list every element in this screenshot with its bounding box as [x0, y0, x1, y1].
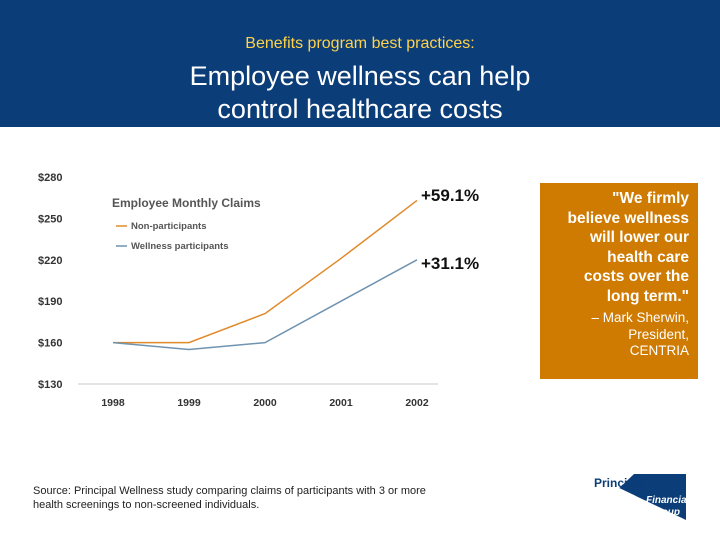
y-tick-label: $220 [38, 255, 62, 267]
x-tick-label: 2002 [405, 397, 429, 409]
quote-line: "We firmly [612, 190, 689, 207]
x-tick-label: 2000 [253, 397, 277, 409]
logo-word-principal: Principal [594, 476, 645, 490]
title-banner: Benefits program best practices: Employe… [0, 0, 720, 127]
slide-subtitle: Benefits program best practices: [245, 35, 475, 52]
claims-line-chart: $280 $250 $220 $190 $160 $130 1998 1999 2000 200… [38, 172, 438, 409]
y-axis-labels: $280 $250 $220 $190 $160 $130 [38, 172, 62, 391]
source-line-1: Source: Principal Wellness study compari… [33, 485, 426, 497]
slide-title: Employee wellness can help control healt… [70, 60, 650, 126]
y-tick-label: $130 [38, 379, 62, 391]
series-line-non-participants [113, 199, 418, 344]
y-tick-label: $160 [38, 338, 62, 350]
quote-text: "We firmly believe wellness will lower o… [546, 189, 690, 306]
y-tick-label: $280 [38, 172, 62, 184]
quote-line: costs over the [583, 268, 689, 285]
legend-label: Non-participants [131, 221, 206, 232]
quote-line: believe wellness [567, 209, 690, 227]
logo-word-financial: Financial [646, 495, 686, 506]
quote-box: "We firmly believe wellness will lower o… [540, 183, 698, 379]
y-tick-label: $190 [38, 296, 62, 308]
x-tick-label: 2001 [329, 397, 353, 409]
series-lines [112, 199, 418, 351]
attribution-line: President, [628, 326, 689, 342]
quote-line: long term." [606, 287, 689, 305]
source-note: Source: Principal Wellness study compari… [33, 485, 493, 512]
chart-title: Employee Monthly Claims [112, 196, 261, 210]
chart-legend: Non-participants Wellness participants [116, 221, 229, 252]
x-axis-labels: 1998 1999 2000 2001 2002 [101, 397, 429, 409]
logo-word-group: Group [650, 507, 680, 518]
y-tick-label: $250 [38, 213, 62, 225]
non-participants-change-label: +59.1% [421, 186, 480, 205]
participants-change-label: +31.1% [421, 254, 480, 273]
source-line-2: health screenings to non-screened indivi… [33, 498, 260, 511]
legend-label: Wellness participants [131, 241, 229, 252]
principal-financial-group-logo: Principal Financial Group [590, 470, 686, 520]
slide-title-line-1: Employee wellness can help [189, 61, 531, 91]
quote-line: will lower our [589, 229, 689, 246]
series-line-wellness-participants [112, 259, 418, 351]
slide-title-line-2: control healthcare costs [217, 94, 503, 124]
x-tick-label: 1999 [177, 397, 201, 409]
quote-line: health care [607, 248, 689, 266]
logo-triangle-cut [590, 474, 634, 516]
attribution-line: CENTRIA [629, 343, 689, 358]
quote-attribution: – Mark Sherwin, President, CENTRIA [546, 310, 689, 360]
x-tick-label: 1998 [101, 397, 125, 409]
attribution-line: – Mark Sherwin, [591, 310, 689, 325]
